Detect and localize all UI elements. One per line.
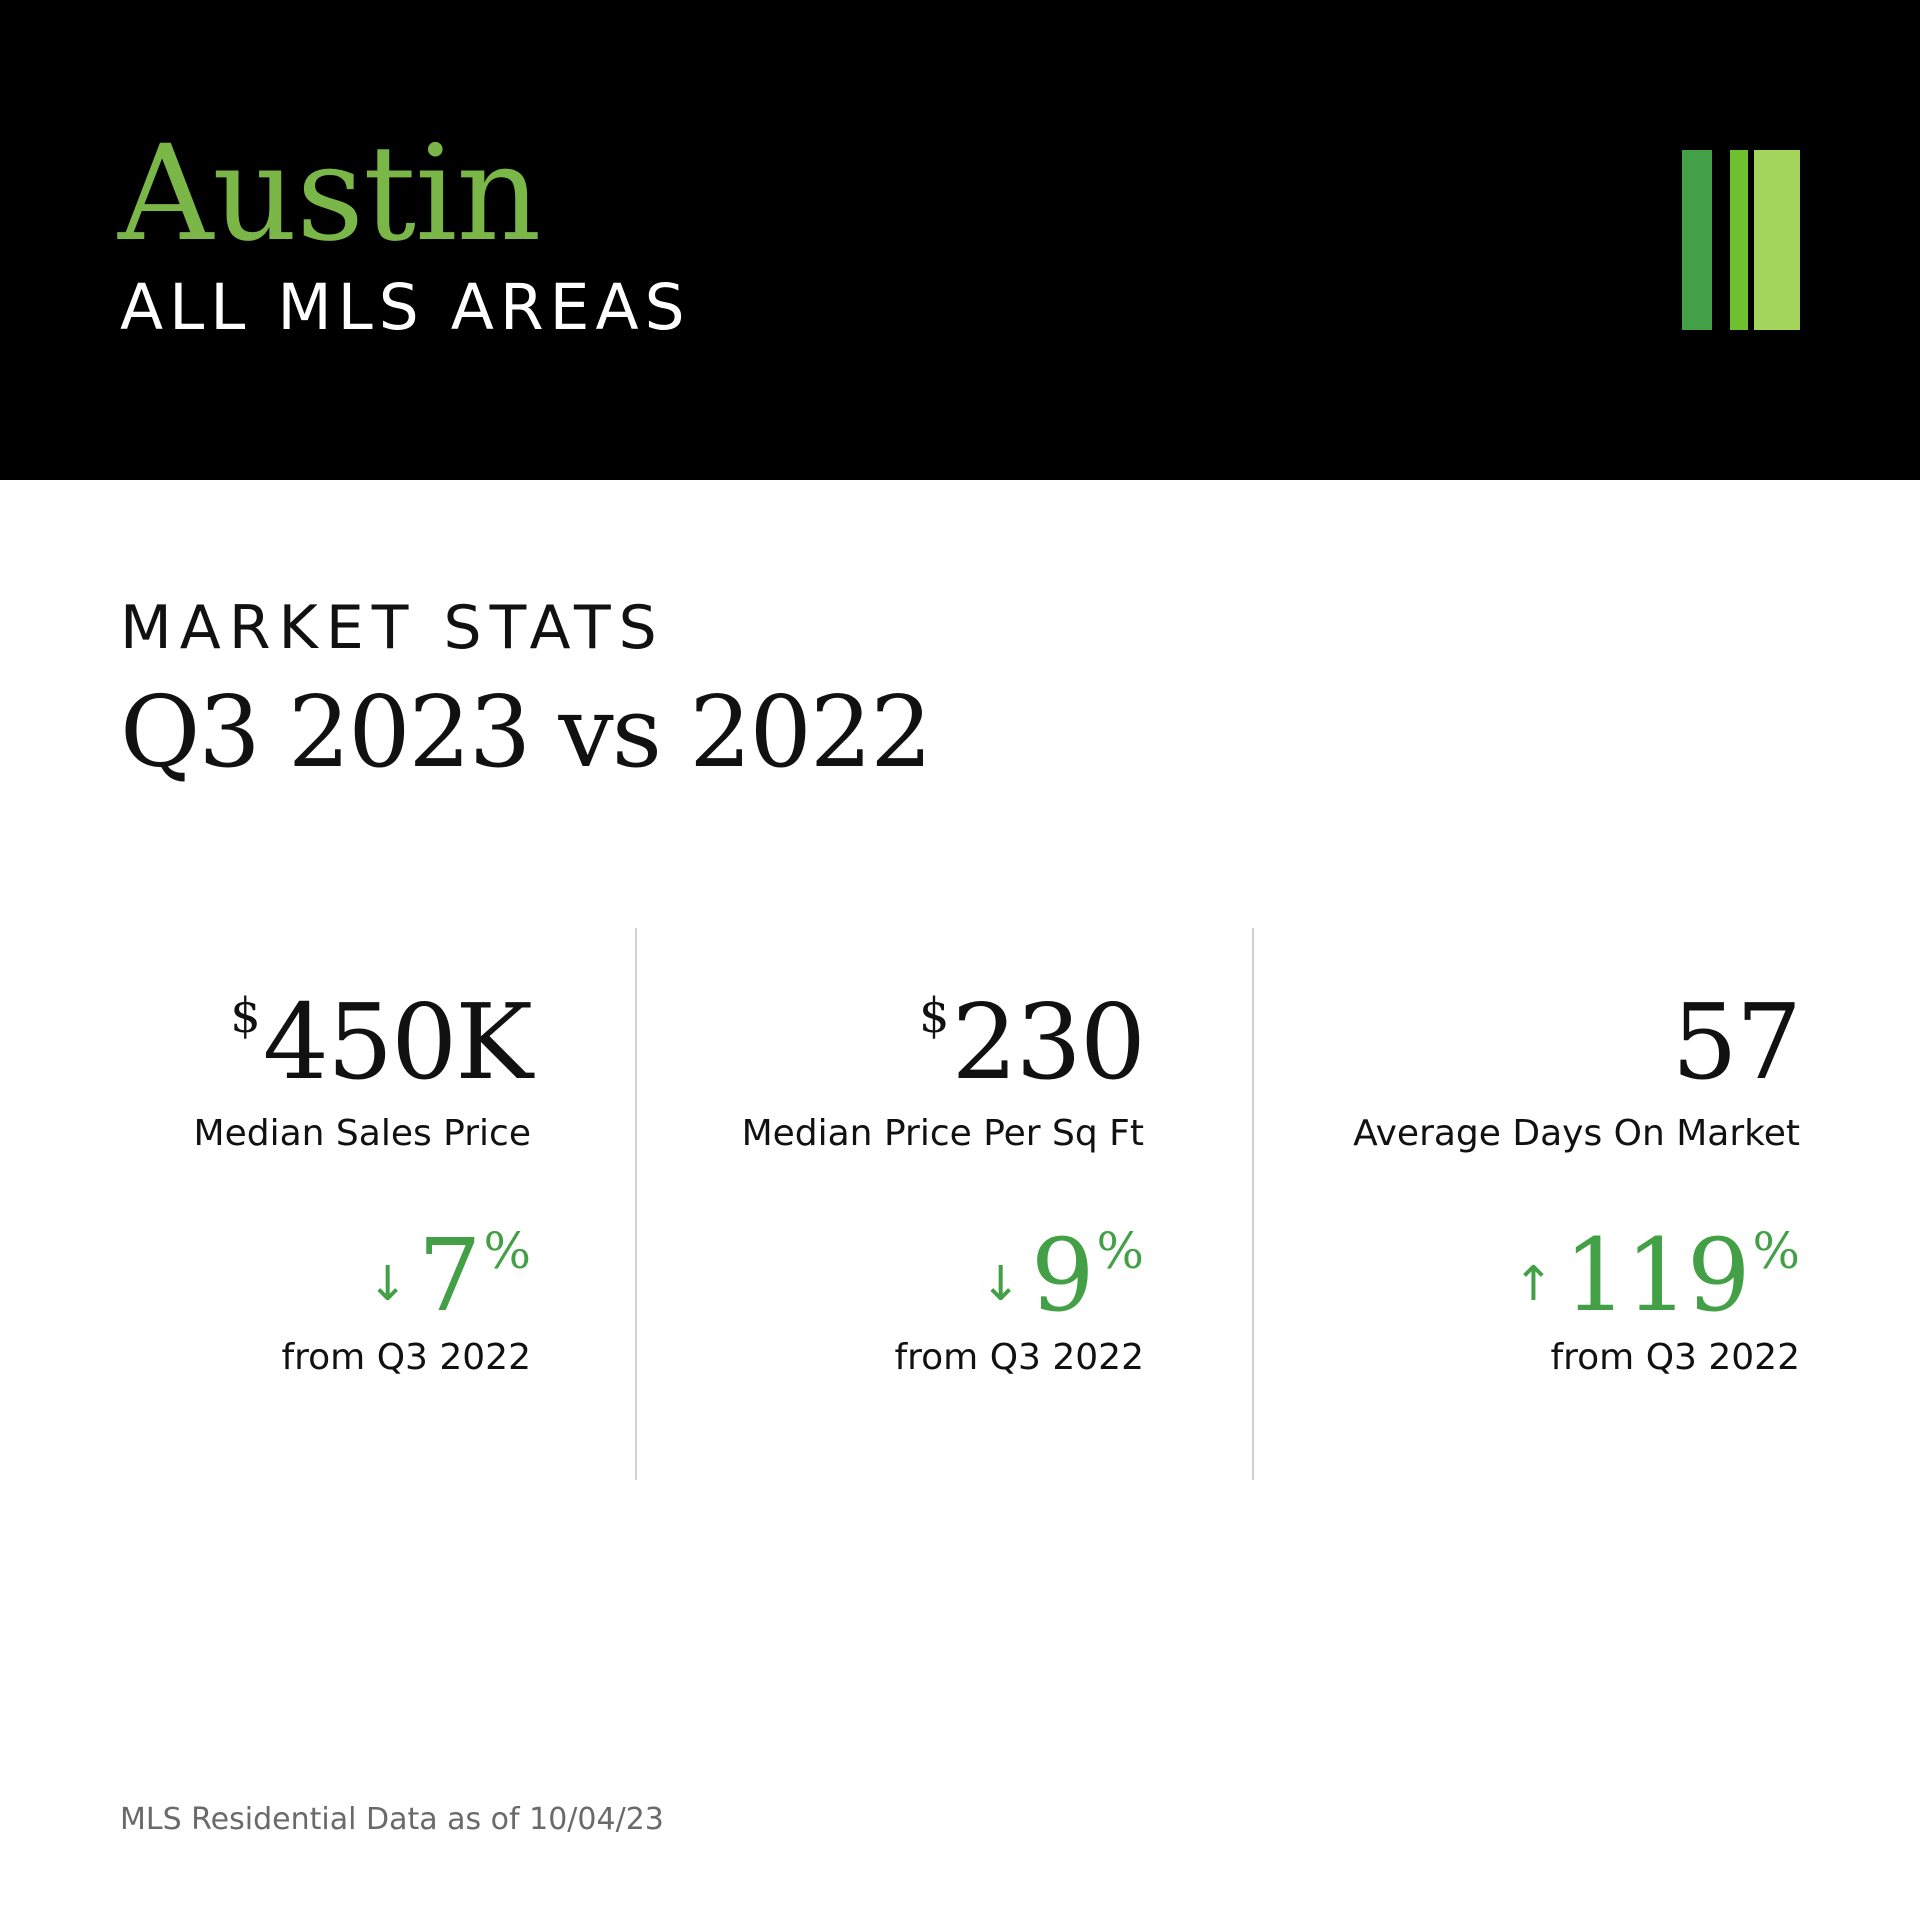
logo-bar-3 [1754,150,1800,330]
section-label: MARKET STATS [120,593,665,663]
stat-value: $230 [742,988,1146,1094]
stat-average-days-on-market: 57 Average Days On Market ↑ 119% from Q3 … [1353,990,1802,1378]
change-value: 7 [417,1217,482,1334]
change-comparison: from Q3 2022 [281,1337,531,1378]
percent-sign: % [1096,1222,1144,1280]
stat-value: $450K [194,988,533,1094]
stat-number: 450K [262,981,533,1103]
change-comparison: from Q3 2022 [894,1337,1144,1378]
percent-sign: % [483,1222,531,1280]
stat-median-sales-price: $450K Median Sales Price ↓ 7% from Q3 202… [193,988,533,1378]
logo-bar-1 [1682,150,1712,330]
stat-change: ↓ 9% [742,1226,1144,1326]
stat-number: 230 [951,981,1146,1103]
arrow-down-icon: ↓ [367,1256,408,1312]
header-banner: Austin ALL MLS AREAS [0,0,1920,480]
area-subtitle: ALL MLS AREAS [120,271,691,344]
percent-sign: % [1752,1222,1800,1280]
logo-bar-2 [1730,150,1748,330]
stat-change: ↓ 7% [194,1226,531,1326]
change-value: 119 [1563,1217,1751,1334]
stat-divider-1 [635,928,637,1480]
stat-label: Median Price Per Sq Ft [741,1113,1144,1154]
currency-symbol: $ [918,988,950,1044]
stat-divider-2 [1252,928,1254,1480]
city-title: Austin [118,117,541,271]
stat-label: Average Days On Market [1353,1113,1800,1154]
change-comparison: from Q3 2022 [1550,1337,1800,1378]
stat-number: 57 [1671,981,1802,1103]
data-source-note: MLS Residential Data as of 10/04/23 [120,1802,664,1837]
arrow-up-icon: ↑ [1513,1256,1554,1312]
currency-symbol: $ [230,988,261,1044]
stat-value: 57 [1353,990,1802,1094]
arrow-down-icon: ↓ [980,1256,1021,1312]
stat-label: Median Sales Price [193,1113,531,1154]
stat-change: ↑ 119% [1353,1226,1800,1326]
stat-median-price-per-sqft: $230 Median Price Per Sq Ft ↓ 9% from Q3 … [741,988,1146,1378]
section-title: Q3 2023 vs 2022 [120,676,933,790]
change-value: 9 [1030,1217,1095,1334]
brand-logo-icon [1682,150,1800,330]
